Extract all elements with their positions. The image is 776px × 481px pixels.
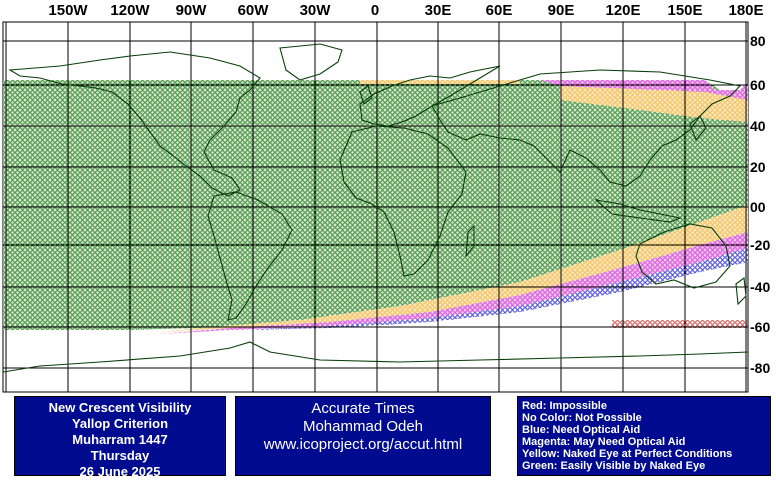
coast-antarctica: [2, 341, 749, 373]
region-magenta: [160, 232, 748, 334]
coast-australia: [635, 223, 731, 289]
lon-label: 150W: [48, 2, 88, 19]
coast-greenland: [279, 43, 343, 81]
info-panel-credits: Accurate Times Mohammad Odeh www.icoproj…: [235, 396, 491, 476]
coast-africa: [339, 125, 467, 277]
author-name: Mohammad Odeh: [302, 418, 424, 435]
lon-label: 90E: [547, 2, 575, 19]
coast-britain: [359, 85, 373, 105]
lon-label: 60W: [237, 2, 269, 19]
weekday: Thursday: [90, 448, 150, 463]
lon-label: 30E: [424, 2, 452, 19]
graticule: [3, 22, 748, 392]
lat-label: -80: [750, 360, 771, 376]
region-green: [3, 80, 748, 330]
lat-label: 80: [750, 33, 766, 49]
lat-label: 20: [750, 159, 766, 175]
gregorian-date: 26 June 2025: [79, 464, 161, 479]
coast-europe: [359, 65, 501, 127]
lon-label: 120E: [605, 2, 641, 19]
lon-label: 120W: [110, 2, 150, 19]
region-yellow: [160, 205, 748, 332]
lon-label: 150E: [667, 2, 703, 19]
region-red: [612, 320, 747, 328]
coast-asia: [431, 69, 742, 187]
legend-magenta: Magenta: May Need Optical Aid: [522, 436, 686, 448]
lon-label: 0: [370, 2, 380, 19]
hijri-month: Muharram 1447: [72, 432, 168, 447]
legend-none: No Color: Not Possible: [522, 412, 642, 424]
region-yellow-east: [560, 84, 748, 122]
lat-label: -20: [750, 237, 771, 253]
coastlines: [2, 43, 749, 373]
legend-panel: Red: Impossible No Color: Not Possible B…: [517, 396, 771, 476]
lat-label: -40: [750, 279, 771, 295]
lat-label: 00: [750, 199, 766, 215]
lon-label: 180E: [728, 2, 764, 19]
region-yellow-north: [360, 80, 520, 84]
lat-label: 40: [750, 118, 766, 134]
region-blue: [240, 248, 748, 330]
credits-title: Accurate Times: [311, 400, 415, 417]
lon-label: 60E: [485, 2, 513, 19]
coast-madagascar: [465, 224, 475, 258]
longitude-axis: 150W 120W 90W 60W 30W 0 30E 60E 90E 120E…: [0, 0, 776, 22]
website-link[interactable]: www.icoproject.org/accut.html: [263, 436, 463, 453]
coast-south-america: [207, 191, 293, 321]
coast-north-america: [8, 51, 261, 197]
info-panel-date: New Crescent Visibility Yallop Criterion…: [14, 396, 226, 479]
lat-label: -60: [750, 319, 771, 335]
coast-indonesia: [594, 199, 682, 223]
legend-blue: Blue: Need Optical Aid: [522, 424, 641, 436]
legend-red: Red: Impossible: [522, 400, 607, 412]
legend-green: Green: Easily Visible by Naked Eye: [522, 460, 706, 472]
legend-yellow: Yellow: Naked Eye at Perfect Conditions: [522, 448, 733, 460]
panel-title: New Crescent Visibility: [48, 400, 192, 415]
lat-label: 60: [750, 77, 766, 93]
criterion-label: Yallop Criterion: [71, 416, 169, 431]
lon-label: 30W: [299, 2, 331, 19]
coast-new-zealand: [735, 276, 747, 306]
lon-label: 90W: [175, 2, 207, 19]
coast-japan: [689, 115, 707, 142]
